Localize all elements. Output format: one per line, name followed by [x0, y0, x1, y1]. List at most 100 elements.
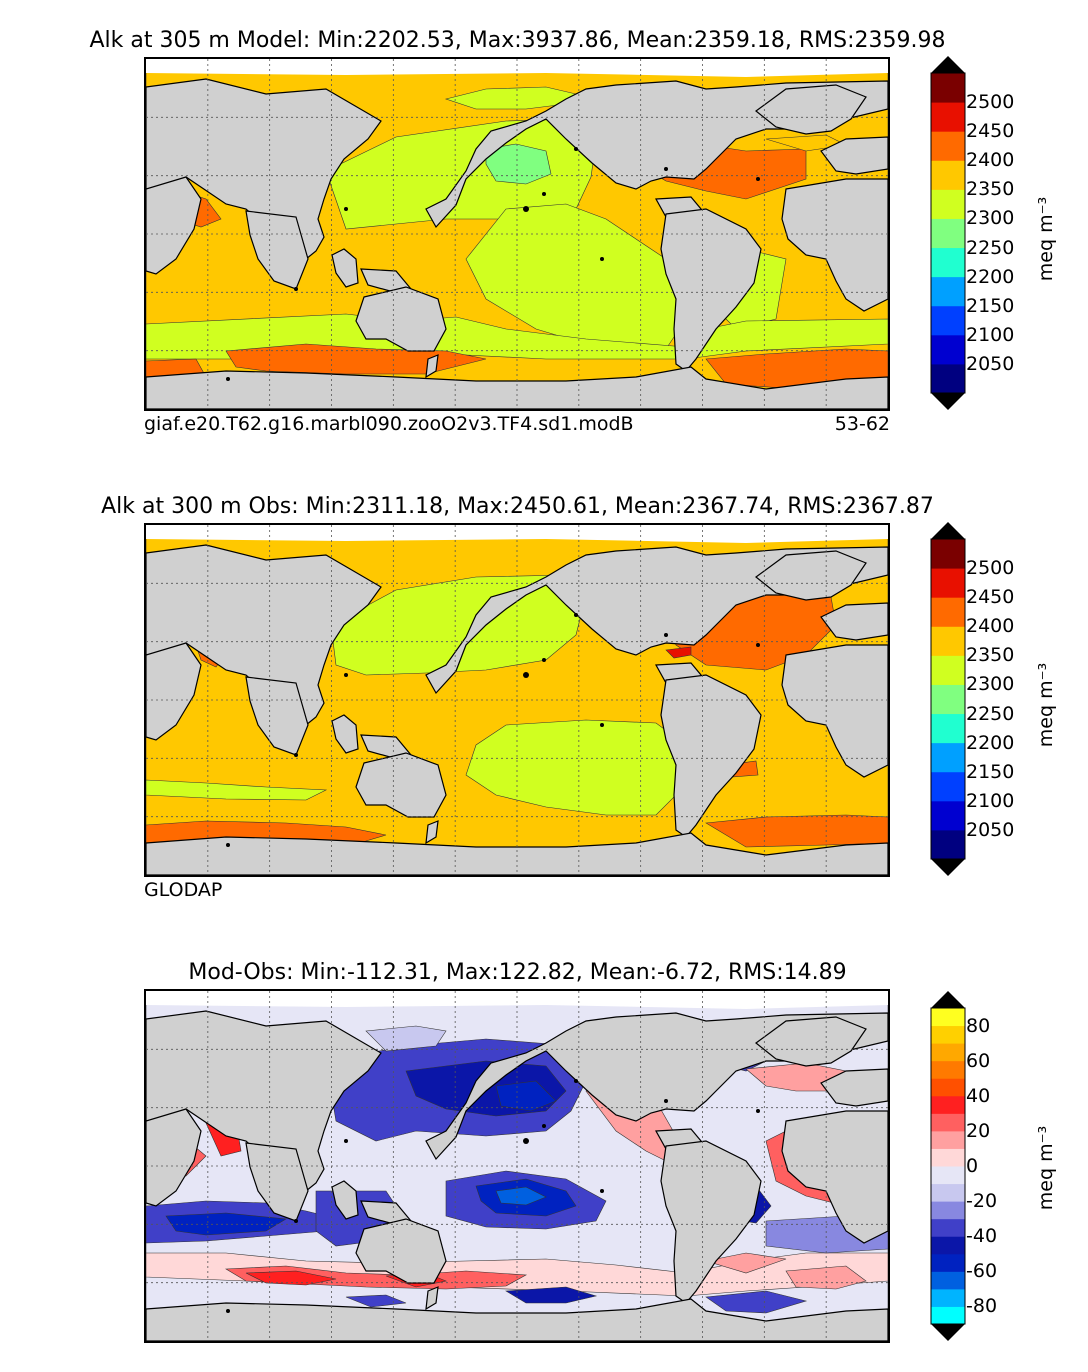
island: [344, 673, 348, 677]
colorbar-swatch: [931, 334, 965, 365]
continent: [425, 820, 439, 845]
colorbar-tick: -20: [966, 1190, 998, 1213]
colorbar-swatch: [931, 1166, 965, 1185]
colorbar-tick: 2300: [966, 673, 1015, 696]
continent: [245, 676, 309, 756]
diff-panel: Mod-Obs: Min:-112.31, Max:122.82, Mean:-…: [0, 932, 1088, 1372]
continent: [660, 1140, 762, 1304]
colorbar-swatch: [931, 655, 965, 685]
diff-map: [144, 989, 890, 1343]
continent: [660, 208, 762, 372]
colorbar-swatch: [931, 800, 965, 831]
model-map: [144, 57, 890, 411]
colorbar-extend-min: [931, 859, 965, 876]
colorbar-swatch: [931, 1113, 965, 1132]
contour-region: [495, 1186, 547, 1206]
island: [294, 287, 298, 291]
colorbar-swatch: [931, 73, 965, 103]
continent: [146, 642, 202, 741]
years-label: 53-62: [834, 413, 890, 435]
island: [294, 753, 298, 757]
colorbar-swatch: [931, 1078, 965, 1097]
contour-region: [146, 779, 328, 801]
continent: [755, 1016, 867, 1067]
colorbar-swatch: [931, 626, 965, 656]
island: [756, 1109, 760, 1113]
colorbar-frame: [930, 1007, 966, 1325]
continent: [331, 248, 359, 288]
continent: [755, 550, 867, 601]
island: [574, 613, 578, 617]
contour-region: [345, 1294, 407, 1308]
contour-region: [485, 143, 552, 185]
colorbar-tick: 2400: [966, 149, 1015, 172]
colorbar-swatch: [931, 1288, 965, 1307]
continent: [245, 210, 309, 290]
contour-region: [705, 814, 888, 848]
colorbar-swatch: [931, 684, 965, 715]
colorbar-tick: 2500: [966, 557, 1015, 580]
run-label: giaf.e20.T62.g16.marbl090.zooO2v3.TF4.sd…: [144, 413, 634, 435]
colorbar-frame: [930, 72, 966, 394]
colorbar-tick: 2050: [966, 352, 1015, 375]
contour-region: [245, 1270, 337, 1286]
continent: [820, 136, 888, 175]
colorbar-swatch: [931, 189, 965, 219]
colorbar-extend-max: [931, 991, 965, 1008]
colorbar-extend-max: [931, 522, 965, 539]
colorbar-swatch: [931, 597, 965, 627]
continent: [425, 354, 439, 379]
colorbar-swatch: [931, 218, 965, 249]
colorbar-swatch: [931, 539, 965, 569]
colorbar-tick: 2200: [966, 265, 1015, 288]
island: [523, 206, 529, 212]
colorbar-extend-min: [931, 393, 965, 410]
graticule: [146, 525, 888, 875]
colorbar-label: meq m⁻³: [1035, 196, 1058, 282]
colorbar-label: meq m⁻³: [1035, 662, 1058, 748]
island: [523, 672, 529, 678]
colorbar: [930, 991, 966, 1341]
contour-region: [665, 646, 692, 659]
continent: [146, 544, 382, 736]
continent: [331, 714, 359, 754]
continent: [146, 1010, 382, 1202]
panel-title: Mod-Obs: Min:-112.31, Max:122.82, Mean:-…: [188, 960, 847, 985]
no-data-region: [146, 525, 888, 543]
colorbar-tick: 40: [966, 1084, 991, 1107]
contour-region: [365, 1025, 447, 1052]
colorbar-tick: 2200: [966, 731, 1015, 754]
island: [226, 843, 230, 847]
colorbar-swatch: [931, 1236, 965, 1255]
island: [574, 1079, 578, 1083]
continent: [781, 1110, 888, 1244]
continent: [146, 366, 888, 409]
colorbar-swatch: [931, 131, 965, 161]
continent: [331, 1180, 359, 1220]
colorbar-swatch: [931, 1271, 965, 1290]
colorbar-swatch: [931, 742, 965, 773]
continent: [781, 644, 888, 778]
island: [294, 1219, 298, 1223]
colorbar-swatch: [931, 1060, 965, 1079]
colorbar-tick: 60: [966, 1049, 991, 1072]
island: [226, 1309, 230, 1313]
colorbar-swatch: [931, 247, 965, 278]
colorbar-swatch: [931, 1148, 965, 1167]
continent: [820, 1068, 888, 1107]
colorbar-swatch: [931, 160, 965, 190]
colorbar-swatch: [931, 276, 965, 307]
contour-region: [705, 1290, 808, 1314]
graticule: [146, 59, 888, 409]
colorbar-swatch: [931, 713, 965, 744]
island: [542, 192, 546, 196]
colorbar-swatch: [931, 1253, 965, 1272]
colorbar-swatch: [931, 1183, 965, 1202]
colorbar-extend-min: [931, 1324, 965, 1341]
continent: [146, 832, 888, 875]
contour-region: [330, 574, 587, 676]
colorbar-label: meq m⁻³: [1035, 1125, 1058, 1211]
colorbar-tick: 2250: [966, 236, 1015, 259]
island: [664, 167, 668, 171]
colorbar-tick: 80: [966, 1014, 991, 1037]
